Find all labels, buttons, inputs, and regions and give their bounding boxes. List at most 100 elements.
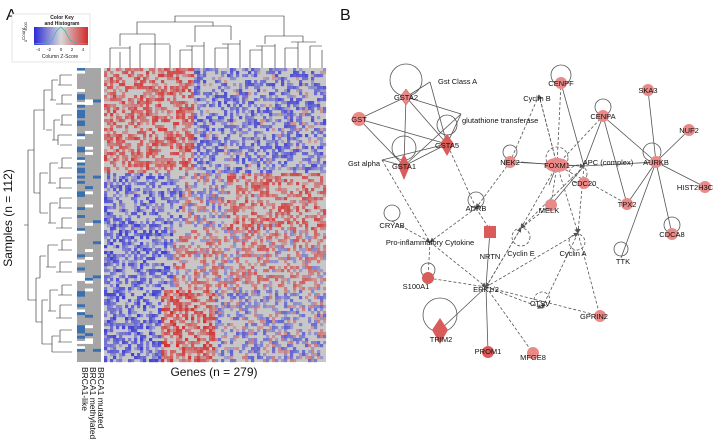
heatmap-cell (311, 179, 315, 183)
heatmap-cell (209, 284, 213, 288)
heatmap-cell (128, 101, 132, 105)
heatmap-cell (317, 173, 321, 177)
heatmap-cell (212, 152, 216, 156)
heatmap-cell (272, 182, 276, 186)
heatmap-cell (134, 68, 138, 72)
heatmap-cell (284, 326, 288, 330)
node-ska3[interactable] (642, 84, 654, 96)
node-cenpf[interactable] (555, 77, 567, 89)
heatmap-cell (143, 254, 147, 258)
heatmap-cell (113, 80, 117, 84)
heatmap-cell (137, 164, 141, 168)
node-gsta2[interactable] (399, 88, 413, 106)
heatmap-cell (188, 296, 192, 300)
heatmap-cell (296, 173, 300, 177)
heatmap-cell (188, 161, 192, 165)
heatmap-cell (110, 224, 114, 228)
node-gprin2[interactable] (594, 310, 606, 322)
heatmap-cell (161, 320, 165, 324)
heatmap-cell (290, 98, 294, 102)
heatmap-cell (197, 107, 201, 111)
node-gsta5[interactable] (440, 134, 454, 156)
node-nrtn[interactable] (484, 226, 496, 238)
heatmap-cell (131, 221, 135, 225)
heatmap-cell (212, 317, 216, 321)
heatmap-cell (242, 236, 246, 240)
heatmap-cell (176, 200, 180, 204)
heatmap-cell (251, 209, 255, 213)
annotation-mark (77, 275, 85, 279)
heatmap-cell (107, 68, 111, 72)
heatmap-cell (158, 101, 162, 105)
heatmap-cell (233, 77, 237, 81)
heatmap-cell (134, 278, 138, 282)
heatmap-cell (266, 128, 270, 132)
node-prom1[interactable] (482, 346, 494, 358)
node-foxm1[interactable] (545, 158, 569, 172)
node-gsta1[interactable] (398, 154, 410, 180)
heatmap-cell (149, 248, 153, 252)
heatmap-cell (230, 236, 234, 240)
node-nuf2[interactable] (683, 124, 695, 136)
heatmap-cell (221, 293, 225, 297)
heatmap-cell (119, 116, 123, 120)
heatmap-cell (317, 335, 321, 339)
heatmap-cell (251, 110, 255, 114)
heatmap-cell (233, 359, 237, 363)
node-aurkb[interactable] (650, 156, 662, 168)
node-trim2[interactable] (432, 318, 448, 344)
heatmap-cell (137, 116, 141, 120)
heatmap-cell (311, 83, 315, 87)
node-cenpa[interactable] (597, 110, 609, 122)
heatmap-cell (119, 311, 123, 315)
heatmap-cell (311, 287, 315, 291)
heatmap-cell (122, 107, 126, 111)
heatmap-cell (269, 284, 273, 288)
heatmap-cell (104, 200, 108, 204)
node-hist2h3c[interactable] (699, 181, 711, 193)
heatmap-cell (284, 353, 288, 357)
heatmap-cell (191, 155, 195, 159)
heatmap-cell (152, 176, 156, 180)
heatmap-cell (245, 278, 249, 282)
heatmap-cell (275, 101, 279, 105)
annotation-mark (85, 314, 93, 318)
node-tpx2[interactable] (621, 198, 633, 210)
heatmap-cell (140, 263, 144, 267)
node-cdca8[interactable] (666, 228, 678, 240)
heatmap-cell (149, 311, 153, 315)
heatmap-cell (293, 200, 297, 204)
annotation-mark (77, 120, 85, 124)
heatmap-cell (284, 188, 288, 192)
heatmap-cell (260, 215, 264, 219)
node-melk[interactable] (545, 199, 557, 211)
heatmap-cell (155, 335, 159, 339)
heatmap-cell (149, 161, 153, 165)
heatmap-cell (245, 311, 249, 315)
heatmap-cell (200, 266, 204, 270)
heatmap-cell (296, 284, 300, 288)
heatmap-cell (188, 143, 192, 147)
heatmap-cell (116, 305, 120, 309)
node-s100a1[interactable] (422, 272, 434, 284)
node-mfge8[interactable] (527, 347, 539, 359)
heatmap-cell (137, 182, 141, 186)
heatmap-cell (314, 254, 318, 258)
heatmap-cell (269, 281, 273, 285)
heatmap-cell (146, 323, 150, 327)
heatmap-cell (146, 167, 150, 171)
node-cdc20[interactable] (578, 177, 590, 189)
node-nek2[interactable] (504, 156, 516, 168)
heatmap-cell (131, 263, 135, 267)
heatmap-cell (248, 296, 252, 300)
heatmap-cell (290, 239, 294, 243)
heatmap-cell (179, 110, 183, 114)
heatmap-cell (218, 80, 222, 84)
heatmap-cell (128, 263, 132, 267)
heatmap-cell (122, 269, 126, 273)
heatmap-cell (272, 206, 276, 210)
heatmap-cell (320, 143, 324, 147)
heatmap-cell (314, 344, 318, 348)
node-gst[interactable] (352, 112, 366, 126)
heatmap-cell (176, 314, 180, 318)
